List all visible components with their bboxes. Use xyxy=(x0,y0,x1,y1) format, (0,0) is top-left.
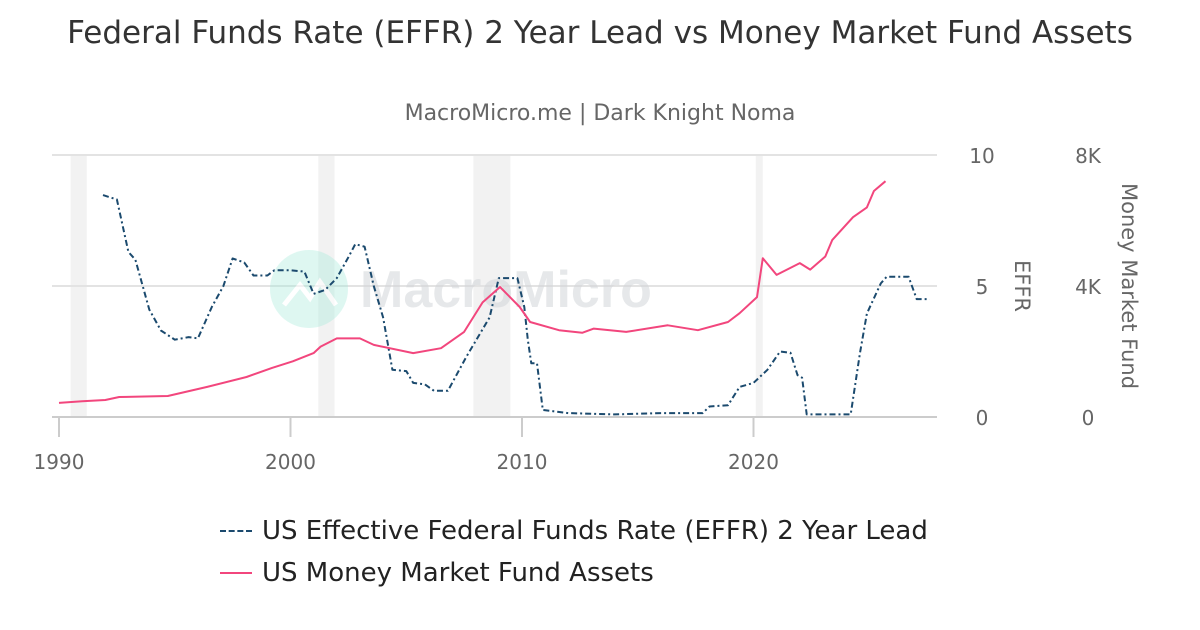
x-tick-label: 2020 xyxy=(728,450,779,474)
y-axis-title-mmf: Money Market Fund xyxy=(1117,183,1141,389)
x-tick-label: 2010 xyxy=(497,450,548,474)
chart-title: Federal Funds Rate (EFFR) 2 Year Lead vs… xyxy=(67,15,1133,51)
y-tick-label-effr: 0 xyxy=(976,406,989,430)
series-line-mmf xyxy=(58,180,887,404)
legend-item-mmf[interactable]: US Money Market Fund Assets xyxy=(220,552,928,594)
watermark-mountain-icon xyxy=(282,277,339,307)
watermark-logo-icon xyxy=(270,250,348,328)
legend: US Effective Federal Funds Rate (EFFR) 2… xyxy=(220,510,928,594)
y-tick-label-effr: 5 xyxy=(976,275,989,299)
y-axis-title-effr: EFFR xyxy=(1010,260,1034,312)
y-tick-label-mmf: 4K xyxy=(1075,275,1102,299)
watermark-text: MacroMicro xyxy=(360,261,652,319)
legend-label-mmf: US Money Market Fund Assets xyxy=(262,558,654,588)
legend-swatch-effr xyxy=(220,530,252,532)
y-tick-label-mmf: 8K xyxy=(1075,144,1102,168)
y-tick-label-mmf: 0 xyxy=(1082,406,1095,430)
legend-item-effr[interactable]: US Effective Federal Funds Rate (EFFR) 2… xyxy=(220,510,928,552)
watermark: MacroMicro xyxy=(270,250,652,328)
legend-swatch-mmf xyxy=(220,572,252,574)
legend-label-effr: US Effective Federal Funds Rate (EFFR) 2… xyxy=(262,516,928,546)
x-tick-label: 2000 xyxy=(265,450,316,474)
chart-subtitle: MacroMicro.me | Dark Knight Noma xyxy=(404,101,796,126)
x-tick-label: 1990 xyxy=(34,450,85,474)
y-tick-label-effr: 10 xyxy=(969,144,994,168)
